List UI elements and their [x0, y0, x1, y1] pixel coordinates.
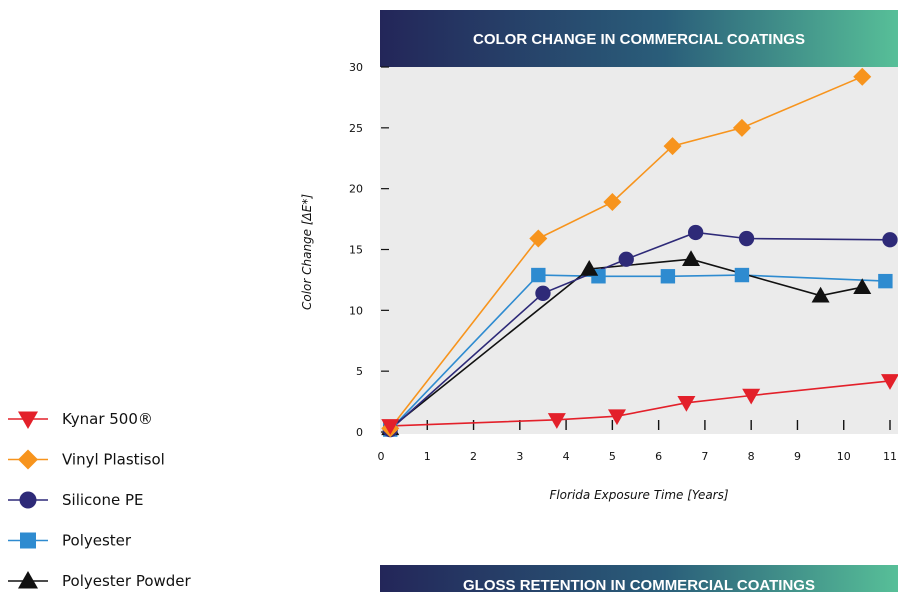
- data-point: [618, 251, 634, 267]
- y-tick-label: 25: [349, 122, 363, 135]
- series-line: [389, 274, 886, 431]
- x-tick-label: 5: [609, 450, 616, 463]
- data-point: [734, 267, 750, 283]
- data-point: [580, 259, 599, 276]
- legend-label: Polyester Powder: [62, 572, 192, 590]
- data-point: [18, 571, 38, 589]
- data-point: [811, 286, 830, 303]
- x-tick-label: 1: [424, 450, 431, 463]
- data-point: [20, 532, 36, 549]
- x-tick-label: 6: [655, 450, 662, 463]
- data-point: [882, 232, 898, 248]
- second-chart-title: GLOSS RETENTION IN COMMERCIAL COATINGS: [463, 577, 815, 592]
- data-point: [18, 449, 38, 470]
- legend-label: Polyester: [62, 532, 132, 550]
- chart-title-banner: [380, 10, 898, 67]
- y-tick-label: 10: [349, 304, 363, 317]
- data-point: [18, 411, 38, 429]
- data-point: [381, 419, 400, 435]
- series-line: [389, 75, 863, 429]
- data-point: [529, 229, 548, 248]
- x-tick-label: 0: [378, 450, 385, 463]
- x-tick-label: 10: [837, 450, 851, 463]
- data-point: [688, 224, 704, 241]
- data-point: [738, 230, 755, 247]
- y-tick-label: 5: [356, 365, 363, 378]
- data-point: [603, 193, 622, 212]
- data-point: [19, 491, 37, 509]
- series-lines: [389, 75, 891, 431]
- legend-label: Vinyl Plastisol: [62, 451, 165, 469]
- y-axis-title: Color Change [ΔE*]: [300, 194, 314, 310]
- data-point: [531, 267, 546, 283]
- data-point: [881, 374, 898, 390]
- data-point: [853, 278, 872, 294]
- x-tick-label: 9: [794, 450, 801, 463]
- legend-label: Silicone PE: [62, 491, 143, 509]
- y-tick-label: 15: [349, 244, 363, 257]
- legend: Kynar 500® Vinyl Plastisol Silicone PE Poly…: [8, 410, 192, 590]
- x-tick-label: 3: [516, 450, 523, 463]
- data-point: [660, 269, 676, 284]
- series-line: [390, 380, 891, 427]
- data-point: [535, 285, 551, 301]
- legend-label: Kynar 500®: [62, 410, 153, 428]
- data-point: [682, 250, 701, 266]
- x-tick-label: 8: [748, 450, 755, 463]
- chart-title: COLOR CHANGE IN COMMERCIAL COATINGS: [473, 31, 805, 48]
- x-tick-label: 2: [470, 450, 477, 463]
- data-point: [853, 67, 872, 86]
- plot-area: [380, 67, 898, 434]
- x-tick-label: 7: [701, 450, 708, 463]
- data-point: [742, 388, 761, 405]
- y-tick-label: 0: [356, 426, 363, 439]
- data-point: [607, 409, 626, 426]
- data-point: [547, 413, 566, 429]
- series-line: [389, 231, 891, 431]
- x-tick-label: 4: [563, 450, 570, 463]
- series-markers: [381, 67, 898, 438]
- data-point: [677, 396, 696, 412]
- x-axis-title: Florida Exposure Time [Years]: [549, 488, 728, 502]
- y-tick-label: 30: [349, 61, 363, 74]
- x-tick-label: 11: [883, 450, 897, 463]
- data-point: [878, 273, 893, 289]
- data-point: [663, 137, 682, 156]
- second-chart-title-banner: [380, 565, 898, 592]
- y-tick-label: 20: [349, 183, 363, 196]
- data-point: [732, 118, 751, 137]
